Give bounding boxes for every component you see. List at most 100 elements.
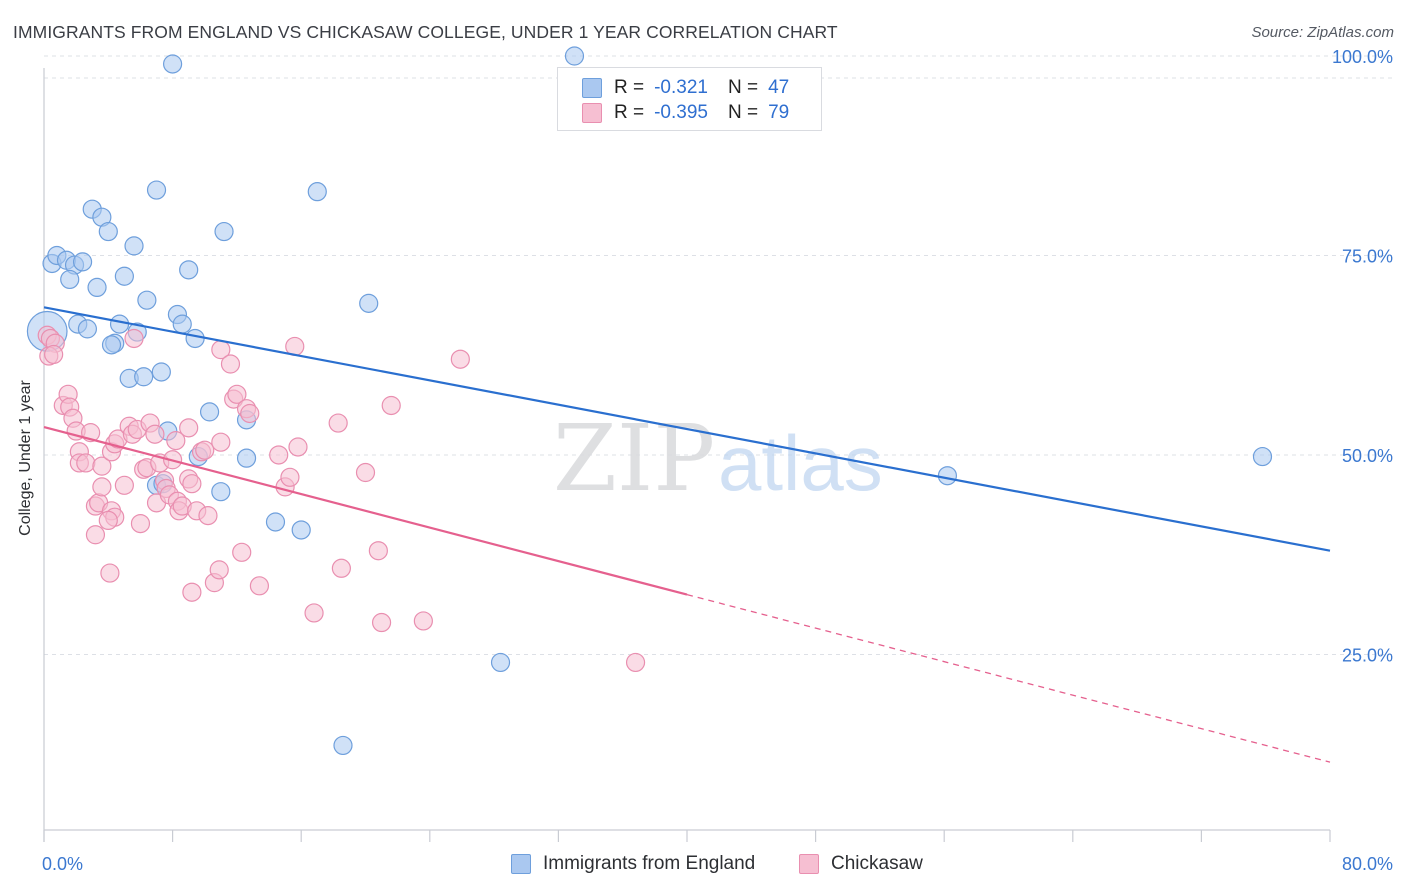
- england-point: [179, 260, 199, 280]
- chickasaw-point: [114, 475, 134, 495]
- england-point: [214, 221, 234, 242]
- chickasaw-point: [355, 462, 376, 483]
- england-point: [359, 293, 379, 313]
- chickasaw-point: [450, 349, 470, 369]
- england-point: [163, 54, 183, 74]
- england-point: [265, 512, 286, 532]
- england-point: [1252, 446, 1273, 467]
- legend-label-chickasaw: Chickasaw: [831, 853, 923, 874]
- series-legend: Immigrants from England Chickasaw: [0, 851, 1406, 879]
- england-point: [109, 314, 130, 334]
- legend-label-england: Immigrants from England: [543, 853, 756, 874]
- england-point: [98, 221, 118, 242]
- england-point: [60, 269, 80, 290]
- england-point: [101, 335, 122, 355]
- england-point: [124, 236, 144, 256]
- chickasaw-point: [92, 477, 112, 497]
- chickasaw-point: [76, 453, 96, 473]
- chickasaw-point: [130, 513, 151, 534]
- legend-swatch-england: [582, 78, 602, 98]
- england-point: [172, 314, 192, 334]
- grid-lines: [44, 55, 1392, 655]
- legend-item-england: Immigrants from England: [511, 853, 755, 875]
- chickasaw-point: [220, 354, 241, 374]
- chickasaw-point: [280, 467, 300, 487]
- england-point: [72, 252, 93, 272]
- y-tick-label: 100.0%: [1332, 47, 1393, 67]
- chickasaw-point: [381, 395, 401, 416]
- chickasaw-point: [211, 432, 231, 452]
- chickasaw-point: [124, 328, 144, 349]
- chickasaw-point: [145, 424, 165, 444]
- legend-n-value: 79: [768, 102, 790, 123]
- chickasaw-point: [331, 558, 351, 578]
- legend-row-england: R = -0.321 N = 47: [582, 76, 789, 100]
- england-trend-line: [43, 306, 1331, 552]
- legend-swatch-england: [511, 854, 531, 874]
- england-point: [333, 735, 353, 756]
- england-point: [185, 328, 205, 349]
- chickasaw-trend-line: [43, 425, 688, 596]
- england-point: [236, 448, 257, 468]
- england-point: [146, 180, 167, 200]
- legend-n-label: N =: [727, 77, 759, 98]
- england-point: [137, 290, 157, 310]
- chickasaw-point: [368, 541, 388, 561]
- y-tick-label: 50.0%: [1342, 446, 1393, 466]
- england-point: [199, 402, 220, 422]
- y-tick-label: 25.0%: [1342, 645, 1393, 665]
- england-point: [77, 319, 98, 339]
- england-point: [307, 182, 327, 202]
- england-point: [211, 482, 231, 502]
- england-point: [151, 362, 171, 382]
- chickasaw-point: [166, 431, 186, 451]
- chickasaw-point: [249, 576, 270, 596]
- england-point: [291, 520, 311, 540]
- chickasaw-point: [209, 560, 229, 580]
- stats-legend: R = -0.321 N = 47 R = -0.395 N = 79: [557, 67, 822, 131]
- england-point: [134, 367, 154, 387]
- legend-item-chickasaw: Chickasaw: [799, 853, 923, 875]
- legend-n-label: N =: [727, 102, 759, 123]
- legend-r-label: R =: [614, 77, 645, 98]
- chickasaw-point: [92, 456, 112, 476]
- chickasaw-point: [269, 445, 289, 465]
- chickasaw-point: [100, 563, 120, 583]
- y-axis-title: College, Under 1 year: [17, 380, 34, 536]
- chickasaw-point: [232, 542, 252, 562]
- data-points: [26, 46, 1273, 756]
- chickasaw-point: [413, 611, 433, 631]
- chart-title: IMMIGRANTS FROM ENGLAND VS CHICKASAW COL…: [13, 22, 838, 42]
- chickasaw-point: [182, 474, 202, 494]
- tick-labels: 25.0% 50.0% 75.0% 100.0% 0.0% 80.0%: [42, 47, 1393, 874]
- watermark-atlas: atlas: [718, 419, 883, 507]
- legend-r-value: -0.321: [654, 77, 708, 98]
- england-point: [937, 466, 958, 486]
- watermark: ZIP atlas: [553, 405, 883, 512]
- chickasaw-point: [44, 344, 64, 365]
- watermark-zip: ZIP: [553, 405, 715, 512]
- chickasaw-point: [304, 603, 324, 623]
- x-tick-label: 80.0%: [1342, 854, 1393, 874]
- chickasaw-point: [227, 384, 247, 404]
- england-point: [87, 277, 107, 298]
- y-tick-label: 75.0%: [1342, 246, 1393, 266]
- axes: [43, 68, 1331, 842]
- chickasaw-point: [625, 652, 646, 673]
- chickasaw-point: [371, 612, 392, 633]
- chickasaw-point: [195, 440, 215, 460]
- legend-swatch-chickasaw: [799, 854, 819, 874]
- england-point: [490, 652, 511, 673]
- england-point: [564, 46, 585, 66]
- chickasaw-point: [288, 437, 308, 457]
- legend-n-value: 47: [768, 77, 790, 98]
- england-point: [114, 266, 134, 286]
- legend-row-chickasaw: R = -0.395 N = 79: [582, 101, 789, 125]
- chickasaw-trend-line-extension: [686, 593, 1331, 763]
- legend-r-value: -0.395: [654, 102, 708, 123]
- chart-source: Source: ZipAtlas.com: [1251, 24, 1394, 41]
- chickasaw-point: [98, 510, 118, 531]
- chickasaw-point: [85, 525, 106, 545]
- chickasaw-point: [328, 413, 348, 433]
